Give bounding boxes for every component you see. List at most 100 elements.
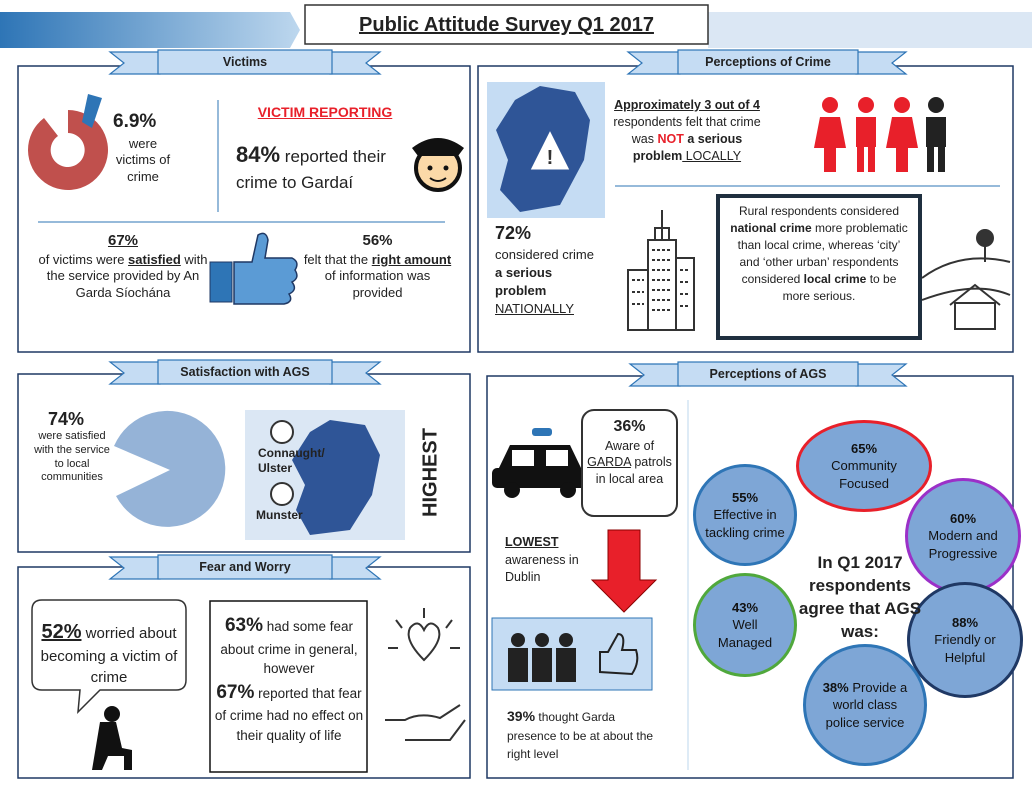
stat-value: 88% [951, 614, 979, 630]
text: national crime [730, 221, 812, 236]
text: local crime [803, 272, 867, 287]
worried-icon [92, 706, 132, 770]
down-arrow [590, 529, 658, 613]
region-label: Connaught/ Ulster [258, 446, 325, 475]
stat-value: 72% [495, 223, 532, 243]
fear-box [209, 600, 368, 773]
section-heading: Perceptions of AGS [709, 367, 827, 381]
text: patrols in local area [595, 455, 672, 487]
text: felt that the [303, 252, 372, 267]
ribbon [626, 49, 908, 75]
section-heading: Fear and Worry [199, 560, 291, 574]
stat-value: 84% [236, 142, 281, 167]
stat-value: 67% [216, 681, 255, 703]
text: of information was provided [324, 268, 431, 300]
bubble: 55% Effective in tackling crime [693, 464, 797, 566]
text: GARDA [587, 455, 631, 470]
highest-label: HIGHEST [419, 428, 442, 517]
text: reported that fear of crime had no effec… [214, 685, 364, 743]
bubble-label: Well Managed [717, 617, 773, 650]
centre-text: In Q1 2017 respondents agree that AGS wa… [798, 553, 922, 641]
subheading: VICTIM REPORTING [257, 104, 393, 120]
text: LOCALLY [682, 148, 742, 163]
text: right amount [371, 252, 452, 267]
people-icons [814, 97, 946, 172]
text: thought Garda presence to be at about th… [507, 710, 654, 761]
text: more problematic than local crime, where… [737, 221, 908, 287]
text: LOWEST [505, 535, 559, 549]
stat-value: 38% [822, 679, 849, 695]
text: Approximately 3 out of 4 [614, 98, 760, 112]
car-icon [492, 428, 588, 498]
ribbon [628, 361, 908, 387]
bubble-text: 43% Well Managed [705, 599, 785, 652]
warning-mark: ! [547, 147, 554, 169]
text: NOT [657, 131, 684, 146]
stat-text: 52% worried about becoming a victim of c… [36, 618, 182, 688]
bubble: 43% Well Managed [693, 573, 797, 677]
stat-value: 65% [850, 440, 878, 456]
thumb-badge [270, 420, 294, 444]
bubble-text: 65% Community Focused [808, 440, 920, 493]
text: respondents felt that crime was [613, 114, 761, 146]
police-icon [412, 138, 464, 192]
bubble: 60% Modern and Progressive [905, 478, 1021, 594]
stat-text: considered crime a serious problem NATION… [495, 246, 595, 318]
stat-text: Approximately 3 out of 4 respondents felt… [612, 97, 762, 165]
bubble-label: Effective in tackling crime [705, 507, 785, 540]
text: had some fear about crime in general, ho… [220, 619, 358, 677]
ireland-map [292, 420, 380, 535]
section-heading: Victims [222, 55, 268, 69]
stat-value: 63% [224, 615, 263, 636]
donut-slice [82, 94, 102, 128]
stat-value: 52% [41, 621, 82, 643]
text: a serious problem [495, 265, 553, 298]
text: of victims were [38, 252, 129, 267]
text: Rural respondents considered [738, 204, 900, 218]
thumb-icon [209, 232, 298, 305]
ribbon [108, 49, 382, 75]
speech-bubble [31, 599, 187, 714]
ribbon [108, 359, 382, 385]
bubble-text: 38% Provide a world class police service [815, 679, 915, 732]
ribbon [108, 554, 382, 580]
stat-value: 56% [362, 232, 393, 249]
bubble-label: Provide a world class police service [825, 679, 908, 730]
text: with the service provided by An Garda Sí… [46, 252, 208, 300]
section-heading: Perceptions of Crime [705, 55, 831, 69]
stat-text: were satisfied with the service to local… [34, 430, 110, 484]
bubble: 65% Community Focused [796, 420, 932, 512]
rural-text: Rural respondents considered national cr… [728, 203, 910, 305]
bubble-text: 88% Friendly or Helpful [919, 614, 1011, 667]
text: Aware of [604, 438, 655, 453]
stat-value: 6.9% [113, 111, 157, 132]
title-box [304, 4, 709, 45]
bubble-label: Community Focused [831, 458, 897, 491]
bubble-text: 55% Effective in tackling crime [705, 489, 785, 542]
bubble: 88% Friendly or Helpful [907, 582, 1023, 698]
stat-text: reported their crime to Gardaí [236, 147, 386, 192]
garda-icon [508, 632, 639, 682]
text: satisfied [128, 252, 181, 267]
building-icon [627, 210, 695, 331]
stat-value: 39% [507, 708, 536, 724]
stat-value: 43% [731, 599, 759, 615]
text: worried about becoming a victim of crime [40, 625, 178, 686]
stat-value: 60% [949, 510, 977, 526]
stat-text: felt that the right amount of informatio… [300, 252, 455, 301]
text: to be more serious. [782, 272, 897, 304]
donut [28, 110, 109, 191]
text: NATIONALLY [495, 301, 574, 316]
stat-text: 36% Aware of GARDA patrols in local area [584, 416, 675, 488]
stat-text: 63% had some fear about crime in general… [214, 612, 364, 745]
thumb-badge [270, 482, 294, 506]
top-band [708, 12, 1032, 48]
region-label: Munster [256, 508, 303, 522]
bubble: 38% Provide a world class police service [803, 644, 927, 766]
stat-text: LOWEST awareness in Dublin [505, 534, 590, 587]
rural-box [716, 194, 922, 340]
stat-text: of victims were satisfied with the servi… [38, 252, 208, 301]
top-band [0, 12, 300, 48]
